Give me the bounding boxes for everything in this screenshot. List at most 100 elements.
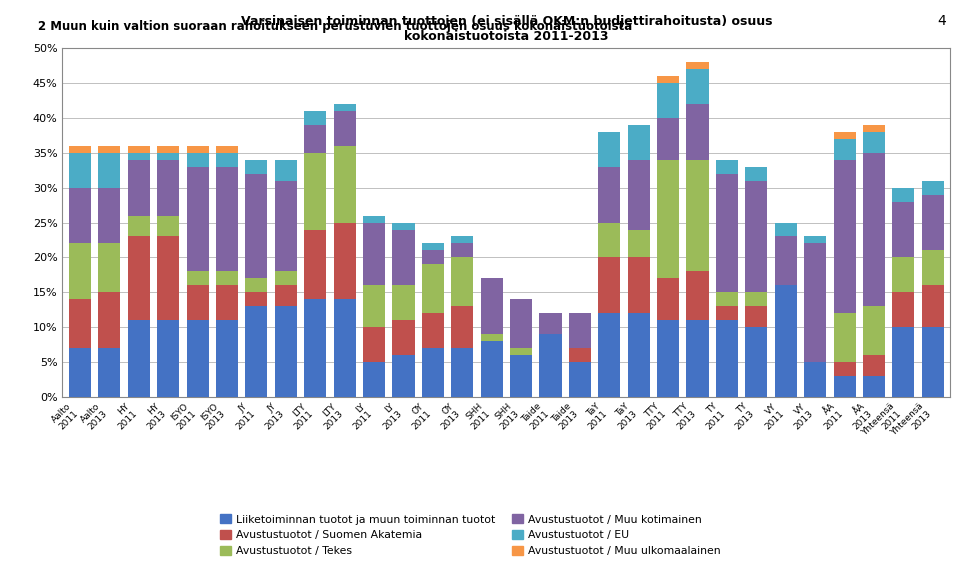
Bar (275, 181, 297, 272)
Bar (186, 272, 208, 285)
Bar (716, 293, 738, 306)
Bar (628, 257, 650, 313)
Bar (775, 285, 797, 397)
Bar (922, 285, 944, 327)
Bar (833, 132, 855, 139)
Bar (157, 160, 180, 215)
Bar (686, 104, 708, 160)
Bar (69, 299, 91, 348)
Bar (657, 320, 679, 397)
Bar (833, 139, 855, 160)
Bar (393, 285, 415, 320)
Bar (893, 202, 914, 257)
Bar (569, 348, 591, 362)
Bar (216, 320, 238, 397)
Bar (69, 243, 91, 299)
Bar (157, 153, 180, 160)
Bar (186, 285, 208, 320)
Bar (216, 285, 238, 320)
Bar (334, 111, 356, 146)
Bar (334, 104, 356, 111)
Bar (833, 313, 855, 362)
Bar (363, 215, 385, 223)
Bar (657, 160, 679, 278)
Bar (363, 222, 385, 285)
Bar (99, 348, 120, 397)
Bar (157, 236, 180, 320)
Bar (628, 125, 650, 160)
Bar (216, 146, 238, 153)
Text: 2 Muun kuin valtion suoraan rahoitukseen perustuvien tuottojen osuus kokonaistuo: 2 Muun kuin valtion suoraan rahoitukseen… (38, 20, 633, 33)
Bar (157, 146, 180, 153)
Bar (99, 243, 120, 293)
Bar (745, 306, 767, 327)
Bar (863, 132, 885, 153)
Bar (451, 243, 473, 257)
Bar (128, 320, 150, 397)
Bar (393, 230, 415, 285)
Bar (421, 264, 444, 313)
Bar (775, 222, 797, 236)
Bar (128, 215, 150, 236)
Bar (363, 362, 385, 397)
Bar (922, 194, 944, 251)
Bar (686, 62, 708, 69)
Bar (686, 160, 708, 272)
Bar (893, 257, 914, 293)
Bar (275, 285, 297, 306)
Bar (686, 272, 708, 320)
Bar (246, 278, 268, 293)
Bar (893, 188, 914, 202)
Bar (128, 160, 150, 215)
Bar (451, 348, 473, 397)
Bar (421, 313, 444, 348)
Bar (804, 236, 827, 243)
Bar (863, 125, 885, 132)
Bar (99, 188, 120, 243)
Bar (716, 174, 738, 293)
Bar (334, 223, 356, 299)
Bar (216, 153, 238, 167)
Bar (421, 348, 444, 397)
Bar (922, 327, 944, 397)
Bar (451, 306, 473, 348)
Bar (69, 348, 91, 397)
Bar (246, 306, 268, 397)
Bar (716, 160, 738, 174)
Bar (216, 167, 238, 272)
Bar (569, 313, 591, 348)
Bar (128, 153, 150, 160)
Bar (451, 257, 473, 306)
Bar (598, 223, 620, 257)
Bar (745, 327, 767, 397)
Legend: Liiketoiminnan tuotot ja muun toiminnan tuotot, Avustustuotot / Suomen Akatemia,: Liiketoiminnan tuotot ja muun toiminnan … (220, 514, 721, 556)
Bar (657, 76, 679, 83)
Bar (186, 146, 208, 153)
Bar (246, 293, 268, 306)
Bar (598, 257, 620, 313)
Bar (510, 355, 532, 397)
Bar (216, 272, 238, 285)
Bar (657, 118, 679, 160)
Bar (99, 153, 120, 188)
Bar (863, 306, 885, 355)
Bar (716, 306, 738, 320)
Bar (833, 376, 855, 397)
Bar (69, 153, 91, 188)
Bar (598, 167, 620, 223)
Bar (863, 153, 885, 306)
Bar (304, 299, 326, 397)
Bar (393, 355, 415, 397)
Text: 4: 4 (937, 14, 946, 28)
Bar (628, 230, 650, 257)
Bar (451, 236, 473, 243)
Bar (540, 313, 562, 334)
Bar (246, 160, 268, 174)
Bar (598, 313, 620, 397)
Bar (893, 293, 914, 327)
Bar (922, 251, 944, 285)
Bar (421, 251, 444, 264)
Bar (99, 146, 120, 153)
Bar (304, 153, 326, 230)
Bar (686, 320, 708, 397)
